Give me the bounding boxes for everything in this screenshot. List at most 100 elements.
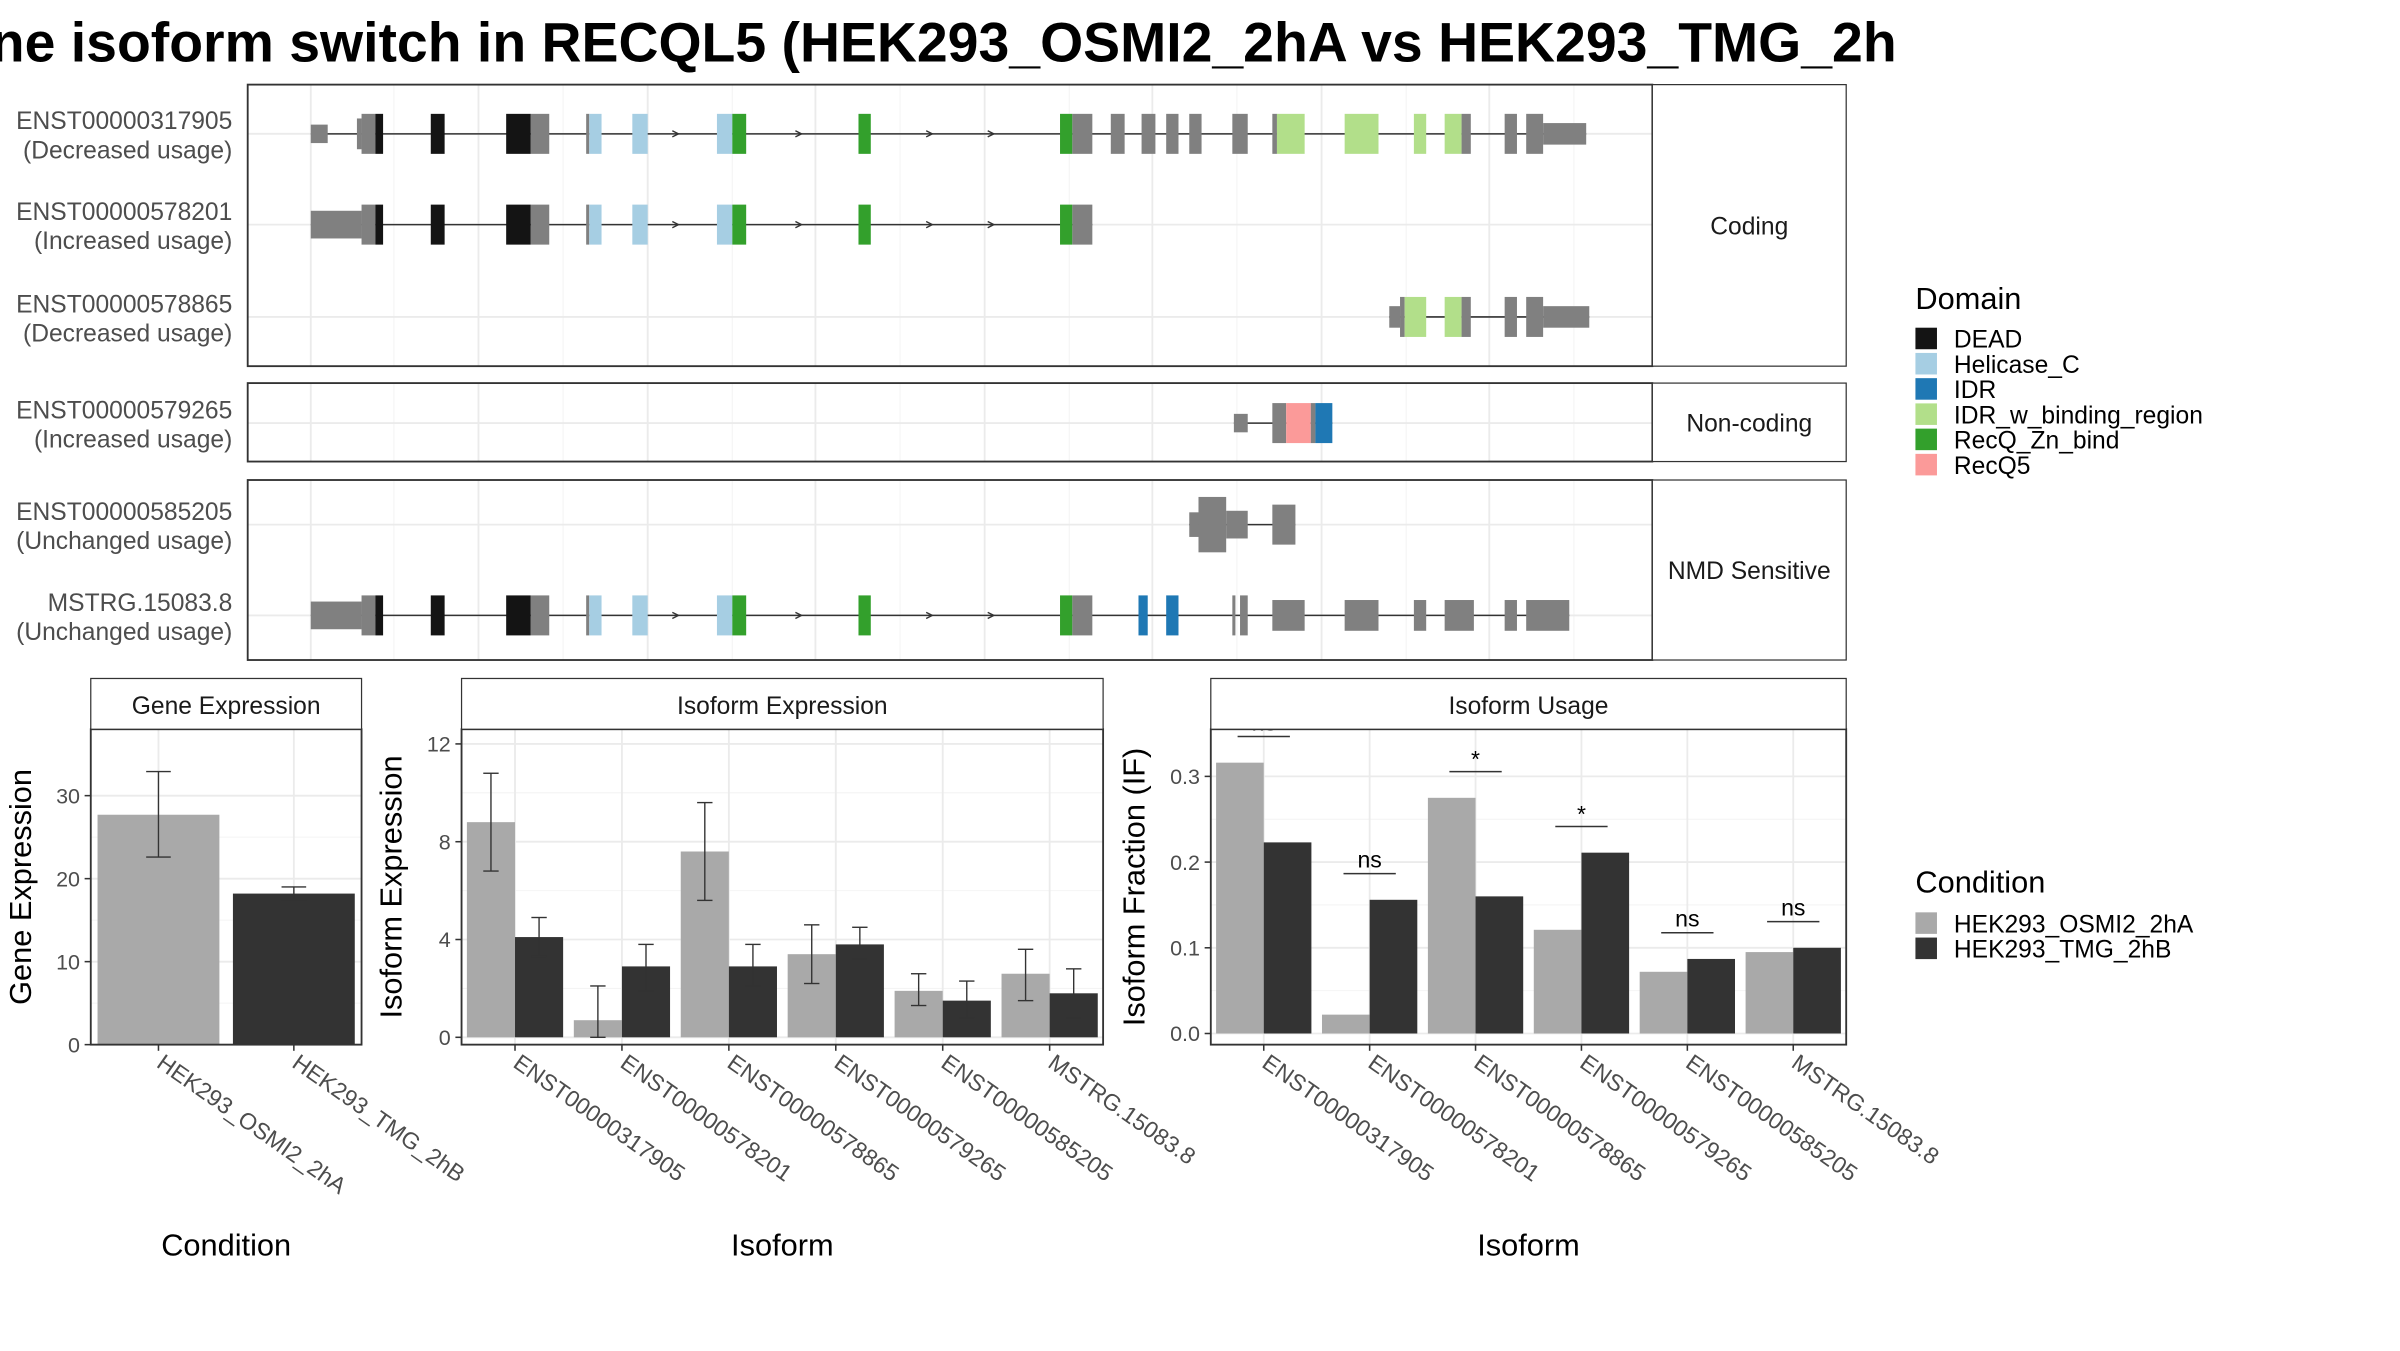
strand-arrow (925, 611, 934, 620)
exon-none (1232, 595, 1236, 636)
legend-swatch (1915, 378, 1937, 400)
exon-none (310, 601, 362, 630)
exon-none (530, 113, 550, 154)
exon-none (1444, 600, 1474, 631)
exon-none (1504, 296, 1517, 337)
isoform-usage-label: (Unchanged usage) (16, 528, 232, 555)
facet-label: Non-coding (1686, 411, 1812, 438)
exon-none (1413, 600, 1427, 631)
bar (1533, 929, 1582, 1034)
exon-none (1526, 600, 1570, 631)
bar (1369, 899, 1418, 1034)
significance-label: * (1471, 746, 1480, 772)
isoform-structure-panel: ENST00000317905(Decreased usage)ENST0000… (16, 83, 1847, 661)
exon-none (1110, 113, 1125, 154)
y-tick-label: 10 (56, 950, 80, 974)
exon-none (310, 210, 362, 239)
facet-label: NMD Sensitive (1668, 558, 1831, 585)
bar (1687, 958, 1736, 1034)
x-tick-label: ENST00000585205 (1681, 1049, 1862, 1187)
isoform-usage-label: (Decreased usage) (23, 137, 232, 164)
strand-arrow (925, 130, 934, 138)
x-tick-label: ENST00000579265 (830, 1049, 1011, 1187)
exon-none (586, 113, 590, 154)
strand-arrow (987, 611, 996, 620)
exon-idr (1315, 403, 1333, 444)
exon-none (1072, 204, 1093, 245)
significance-label: ns (1675, 906, 1699, 932)
legend-label: DEAD (1954, 327, 2022, 354)
legend-swatch (1915, 453, 1937, 476)
exon-dead (375, 595, 384, 636)
exon-helicase-c (589, 595, 602, 636)
exon-none (1072, 595, 1093, 636)
panel-title: Isoform Expression (677, 693, 888, 720)
significance-label: * (1577, 801, 1586, 827)
legend-label: IDR_w_binding_region (1954, 402, 2203, 429)
y-axis-title: Isoform Fraction (IF) (1117, 748, 1152, 1027)
exon-none (1310, 403, 1316, 444)
y-axis-title: Gene Expression (3, 769, 38, 1005)
facet-2: ENST00000585205(Unchanged usage)MSTRG.15… (16, 479, 1847, 661)
bar (1745, 952, 1794, 1034)
exon-dead (430, 595, 445, 636)
isoform-id-label: ENST00000585205 (16, 499, 232, 526)
exon-recq-zn-bind (1060, 204, 1073, 245)
x-tick-label: ENST00000585205 (937, 1049, 1118, 1187)
exon-none (1504, 113, 1517, 154)
exon-helicase-c (632, 113, 648, 154)
exon-none (1344, 600, 1379, 631)
x-axis-title: Condition (161, 1227, 291, 1262)
bar (232, 893, 355, 1045)
exon-recq-zn-bind (732, 113, 747, 154)
y-tick-label: 0.2 (1170, 851, 1200, 875)
page-title: ne isoform switch in RECQL5 (HEK293_OSMI… (0, 12, 1897, 74)
bar (1427, 797, 1476, 1034)
bar (1475, 896, 1524, 1034)
legend-swatch (1915, 912, 1937, 934)
y-tick-label: 0 (68, 1033, 80, 1057)
bar (1321, 1014, 1370, 1034)
isoform-usage-label: (Unchanged usage) (16, 619, 232, 646)
exon-none (1400, 296, 1405, 337)
exon-helicase-c (589, 204, 602, 245)
plot-background (1210, 729, 1847, 1045)
strand-arrow (987, 220, 996, 229)
exon-none (361, 595, 376, 636)
strand-arrow (795, 220, 804, 229)
exon-helicase-c (632, 595, 648, 636)
y-tick-label: 4 (439, 928, 451, 952)
facet-label: Coding (1710, 214, 1788, 241)
facet-1: ENST00000579265 (Increased usage) Non-codi… (16, 382, 1847, 463)
legend-label: HEK293_TMG_2hB (1954, 937, 2172, 964)
exon-none (1166, 113, 1179, 154)
exon-idr-w-binding-region (1444, 296, 1462, 337)
exon-none (1198, 496, 1227, 553)
isoform-id-label: ENST00000579265 (16, 397, 232, 424)
exon-none (1526, 113, 1544, 154)
strand-arrow (672, 220, 681, 229)
legend-title: Condition (1915, 864, 2045, 899)
strand-arrow (795, 611, 804, 620)
panel-strip (1210, 677, 1847, 730)
exon-none (361, 113, 376, 154)
exon-none (1072, 113, 1093, 154)
exon-dead (375, 204, 384, 245)
x-tick-label: ENST00000578865 (723, 1049, 904, 1187)
exon-none (1461, 113, 1471, 154)
x-tick-label: ENST00000317905 (509, 1049, 690, 1187)
exon-idr (1166, 595, 1179, 636)
bar (1639, 971, 1688, 1034)
strand-arrow (795, 130, 804, 138)
legend-swatch (1915, 937, 1937, 960)
exon-none (1233, 413, 1248, 433)
y-tick-label: 8 (439, 830, 451, 854)
exon-recq-zn-bind (858, 595, 871, 636)
bar (1263, 842, 1312, 1034)
isoform-usage-label: (Decreased usage) (23, 321, 232, 348)
exon-recq-zn-bind (1060, 113, 1073, 154)
panel-title: Gene Expression (132, 693, 321, 720)
exon-recq5 (1286, 403, 1311, 444)
bar (835, 944, 884, 1038)
